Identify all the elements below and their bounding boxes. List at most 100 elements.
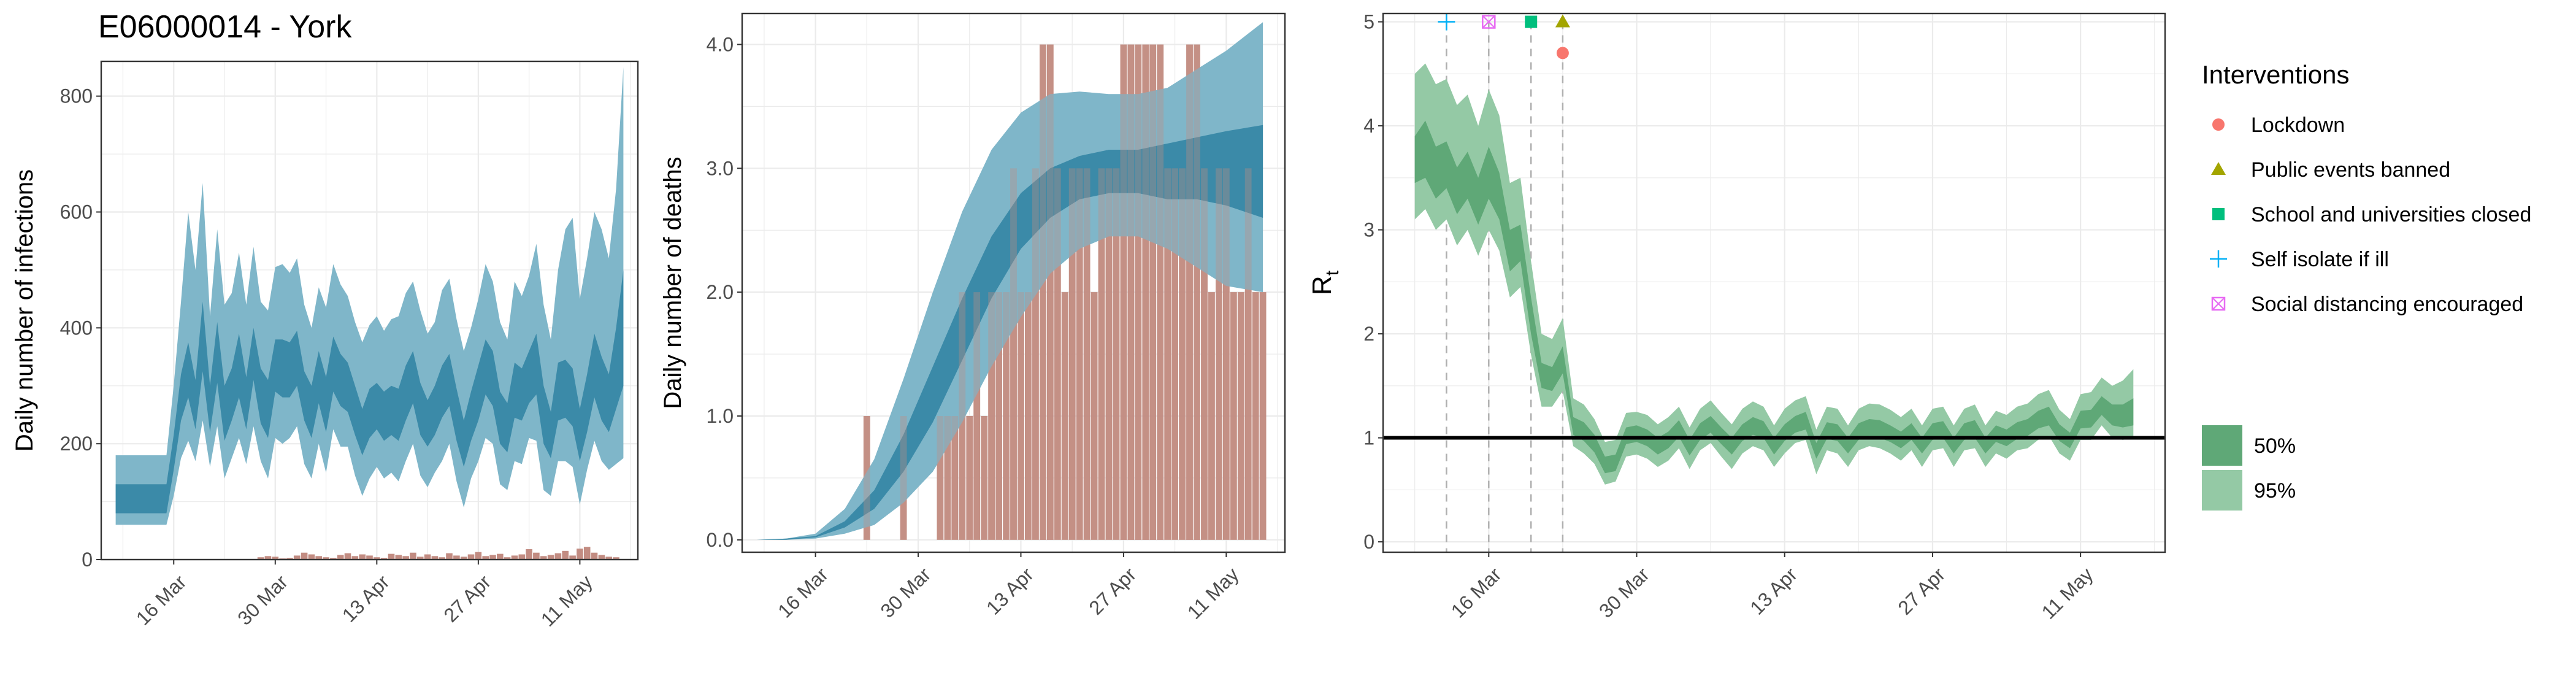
infections-observed-bar: [388, 553, 395, 560]
deaths-observed-bar-overlay: [981, 416, 988, 540]
deaths-observed-bar: [1120, 44, 1127, 540]
deaths-observed-bar-overlay: [995, 292, 1002, 540]
infections-band-95: [115, 67, 624, 525]
deaths-observed-bar: [1105, 168, 1113, 540]
deaths-observed-bar: [1032, 168, 1039, 540]
infections-ytick-label: 200: [60, 433, 93, 455]
deaths-ylabel: Daily number of deaths: [659, 156, 686, 409]
deaths-xtick-label: 16 Mar: [773, 563, 832, 622]
infections-observed-bar: [272, 557, 279, 560]
infections-observed-bar: [518, 554, 526, 560]
deaths-observed-bar: [1171, 168, 1178, 540]
deaths-observed-bar-overlay: [959, 292, 966, 540]
legend-key-plus: [2210, 250, 2227, 268]
infections-observed-bar: [344, 553, 351, 560]
deaths-xtick-label: 27 Apr: [1084, 563, 1140, 619]
infections-observed-bar: [554, 553, 562, 560]
infections-xtick-label: 11 May: [537, 571, 597, 631]
infections-observed-bar: [591, 552, 598, 560]
deaths-observed-bar: [951, 416, 959, 540]
rt-ytick-label: 0: [1363, 531, 1374, 553]
legend-key-square: [2212, 208, 2225, 220]
infections-observed-bar: [257, 557, 264, 560]
intervention-marker-triangle: [1555, 14, 1570, 28]
deaths-observed-bar: [988, 292, 995, 540]
legend-key-circle: [2212, 118, 2225, 131]
deaths-observed-bar: [1025, 292, 1032, 540]
rt-ytick-label: 5: [1363, 11, 1374, 33]
rt-xtick-label: 13 Apr: [1746, 563, 1801, 619]
deaths-ytick-label: 0.0: [707, 529, 734, 551]
deaths-observed-bar: [1244, 168, 1252, 540]
infections-observed-bar: [374, 557, 380, 560]
deaths-observed-bar: [1135, 44, 1142, 540]
deaths-observed-bar-overlay: [863, 416, 870, 540]
deaths-observed-bar-overlay: [1259, 292, 1267, 540]
intervention-marker-square: [1525, 15, 1538, 28]
deaths-observed-bar: [1083, 168, 1091, 540]
infections-observed-bar: [547, 555, 554, 560]
deaths-observed-bar-overlay: [1201, 168, 1208, 540]
deaths-observed-bar: [937, 416, 944, 540]
intervention-marker-boxed-x: [1482, 15, 1496, 29]
bands-legend-key: [2202, 470, 2242, 511]
deaths-observed-bar: [1179, 168, 1186, 540]
deaths-observed-bar-overlay: [1244, 168, 1252, 540]
deaths-observed-bar: [1216, 168, 1222, 540]
interventions-legend-label: Self isolate if ill: [2251, 248, 2389, 271]
infections-xtick-label: 30 Mar: [233, 571, 292, 630]
infections-observed-bar: [613, 557, 619, 560]
infections-observed-bar: [598, 555, 605, 560]
deaths-observed-bar-overlay: [1194, 44, 1200, 540]
deaths-observed-bar-overlay: [1076, 168, 1083, 540]
infections-observed-bar: [569, 555, 576, 560]
rt-xtick-label: 27 Apr: [1893, 563, 1949, 619]
infections-ytick-label: 800: [60, 85, 93, 107]
infections-observed-bar: [380, 558, 388, 560]
infections-band-50: [115, 269, 624, 514]
interventions-legend-label: School and universities closed: [2251, 203, 2531, 226]
infections-observed-bar: [439, 557, 445, 560]
infections-observed-bar: [475, 552, 482, 560]
deaths-observed-bar: [944, 416, 951, 540]
rt-xtick-label: 16 Mar: [1447, 563, 1506, 622]
infections-observed-bar: [402, 556, 409, 560]
interventions-legend-label: Public events banned: [2251, 158, 2450, 182]
deaths-observed-bar-overlay: [1208, 292, 1215, 540]
deaths-observed-bar-overlay: [1083, 168, 1091, 540]
deaths-frame: [741, 12, 1286, 553]
infections-observed-bar: [301, 552, 308, 560]
deaths-ytick-label: 1.0: [707, 405, 734, 427]
deaths-ytick-label: 3.0: [707, 157, 734, 179]
deaths-observed-bar-overlay: [1230, 292, 1237, 540]
infections-observed-bar: [330, 558, 337, 560]
infections-observed-bar: [577, 549, 583, 560]
infections-observed-bar: [416, 557, 424, 560]
infections-observed-bar: [605, 557, 612, 560]
infections-observed-bar: [308, 554, 315, 560]
deaths-observed-bar-overlay: [1003, 292, 1010, 540]
infections-frame: [100, 60, 639, 561]
deaths-observed-bar-overlay: [1025, 292, 1032, 540]
infections-observed-bar: [351, 556, 359, 560]
deaths-observed-bar-overlay: [944, 416, 951, 540]
deaths-observed-bar-overlay: [1135, 44, 1142, 540]
deaths-observed-bar-overlay: [1068, 168, 1076, 540]
rt-frame: [1382, 12, 2166, 553]
deaths-observed-bar-overlay: [1171, 168, 1178, 540]
infections-ytick-label: 0: [82, 549, 93, 571]
deaths-observed-bar-overlay: [973, 292, 981, 540]
deaths-observed-bar-overlay: [1142, 44, 1149, 540]
deaths-panel: 0.0 1.0 2.0 3.0 4.0 16 Mar 30 Mar 13 Apr 27 Apr 1…: [659, 12, 1286, 623]
deaths-observed-bar-overlay: [1018, 292, 1024, 540]
deaths-observed-bar-overlay: [1157, 44, 1164, 540]
deaths-observed-bar: [1054, 168, 1061, 540]
infections-observed-bar: [533, 552, 540, 560]
rt-band-95: [1414, 63, 2134, 485]
deaths-observed-bar-overlay: [966, 416, 973, 540]
deaths-observed-bar-overlay: [1105, 168, 1113, 540]
infections-observed-bar: [323, 557, 329, 560]
deaths-observed-bar: [1142, 44, 1149, 540]
